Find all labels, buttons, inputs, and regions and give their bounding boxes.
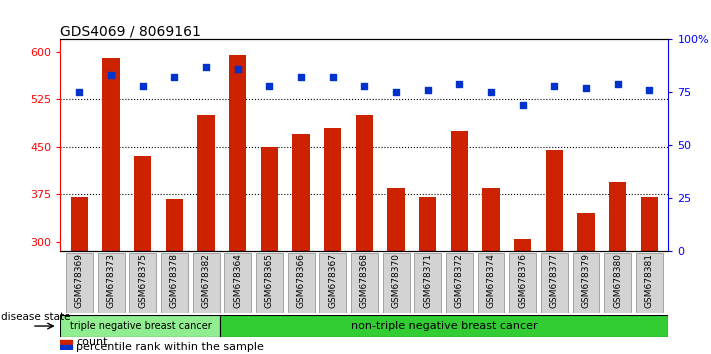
Bar [229, 55, 247, 251]
Bar [577, 213, 594, 251]
Text: GSM678371: GSM678371 [423, 253, 432, 308]
Bar [609, 182, 626, 251]
Point [232, 66, 243, 72]
Text: GSM678369: GSM678369 [75, 253, 84, 308]
Point [454, 81, 465, 86]
Bar [166, 199, 183, 251]
FancyBboxPatch shape [572, 253, 599, 313]
FancyBboxPatch shape [446, 253, 473, 313]
Text: GSM678381: GSM678381 [645, 253, 654, 308]
Text: GSM678382: GSM678382 [202, 253, 210, 308]
Bar [387, 188, 405, 251]
Text: GSM678378: GSM678378 [170, 253, 179, 308]
Bar [60, 340, 72, 344]
Point [201, 64, 212, 69]
Point [486, 89, 497, 95]
Bar [292, 134, 310, 251]
Text: GDS4069 / 8069161: GDS4069 / 8069161 [60, 25, 201, 39]
Text: non-triple negative breast cancer: non-triple negative breast cancer [351, 321, 538, 331]
Point [105, 72, 117, 78]
Text: GSM678379: GSM678379 [582, 253, 591, 308]
FancyBboxPatch shape [415, 253, 441, 313]
FancyBboxPatch shape [288, 253, 314, 313]
Text: GSM678372: GSM678372 [455, 253, 464, 308]
Point [612, 81, 624, 86]
Text: GSM678376: GSM678376 [518, 253, 527, 308]
Point [422, 87, 434, 93]
Text: GSM678374: GSM678374 [486, 253, 496, 308]
FancyBboxPatch shape [66, 253, 93, 313]
Text: GSM678380: GSM678380 [613, 253, 622, 308]
Bar [641, 198, 658, 251]
FancyBboxPatch shape [97, 253, 124, 313]
Point [358, 83, 370, 88]
Text: GSM678370: GSM678370 [392, 253, 400, 308]
Text: count: count [76, 337, 107, 347]
Text: disease state: disease state [1, 313, 70, 322]
FancyBboxPatch shape [193, 253, 220, 313]
Point [327, 74, 338, 80]
Bar [70, 198, 88, 251]
Bar [482, 188, 500, 251]
FancyBboxPatch shape [256, 253, 283, 313]
Text: GSM678365: GSM678365 [265, 253, 274, 308]
Point [74, 89, 85, 95]
Point [517, 102, 528, 108]
FancyBboxPatch shape [319, 253, 346, 313]
Bar [514, 239, 531, 251]
Bar [419, 198, 437, 251]
Text: GSM678373: GSM678373 [107, 253, 116, 308]
FancyBboxPatch shape [509, 253, 536, 313]
FancyBboxPatch shape [351, 253, 378, 313]
Text: GSM678375: GSM678375 [138, 253, 147, 308]
Point [264, 83, 275, 88]
Point [390, 89, 402, 95]
Text: GSM678367: GSM678367 [328, 253, 337, 308]
FancyBboxPatch shape [383, 253, 410, 313]
Text: GSM678377: GSM678377 [550, 253, 559, 308]
Bar [324, 128, 341, 251]
Point [549, 83, 560, 88]
Point [643, 87, 655, 93]
Point [580, 85, 592, 91]
Bar [102, 58, 119, 251]
Bar [451, 131, 468, 251]
FancyBboxPatch shape [129, 253, 156, 313]
Text: GSM678366: GSM678366 [296, 253, 306, 308]
Bar [134, 156, 151, 251]
FancyBboxPatch shape [161, 253, 188, 313]
Point [295, 74, 306, 80]
Bar [261, 147, 278, 251]
Bar [60, 345, 72, 349]
FancyBboxPatch shape [541, 253, 568, 313]
FancyBboxPatch shape [224, 253, 251, 313]
FancyBboxPatch shape [604, 253, 631, 313]
Text: triple negative breast cancer: triple negative breast cancer [70, 321, 211, 331]
Point [169, 74, 180, 80]
FancyBboxPatch shape [636, 253, 663, 313]
Bar [545, 150, 563, 251]
Bar [198, 115, 215, 251]
Text: GSM678368: GSM678368 [360, 253, 369, 308]
Text: GSM678364: GSM678364 [233, 253, 242, 308]
FancyBboxPatch shape [478, 253, 505, 313]
Bar [60, 315, 220, 337]
Text: percentile rank within the sample: percentile rank within the sample [76, 342, 264, 352]
Bar [356, 115, 373, 251]
Point [137, 83, 149, 88]
Bar [220, 315, 668, 337]
